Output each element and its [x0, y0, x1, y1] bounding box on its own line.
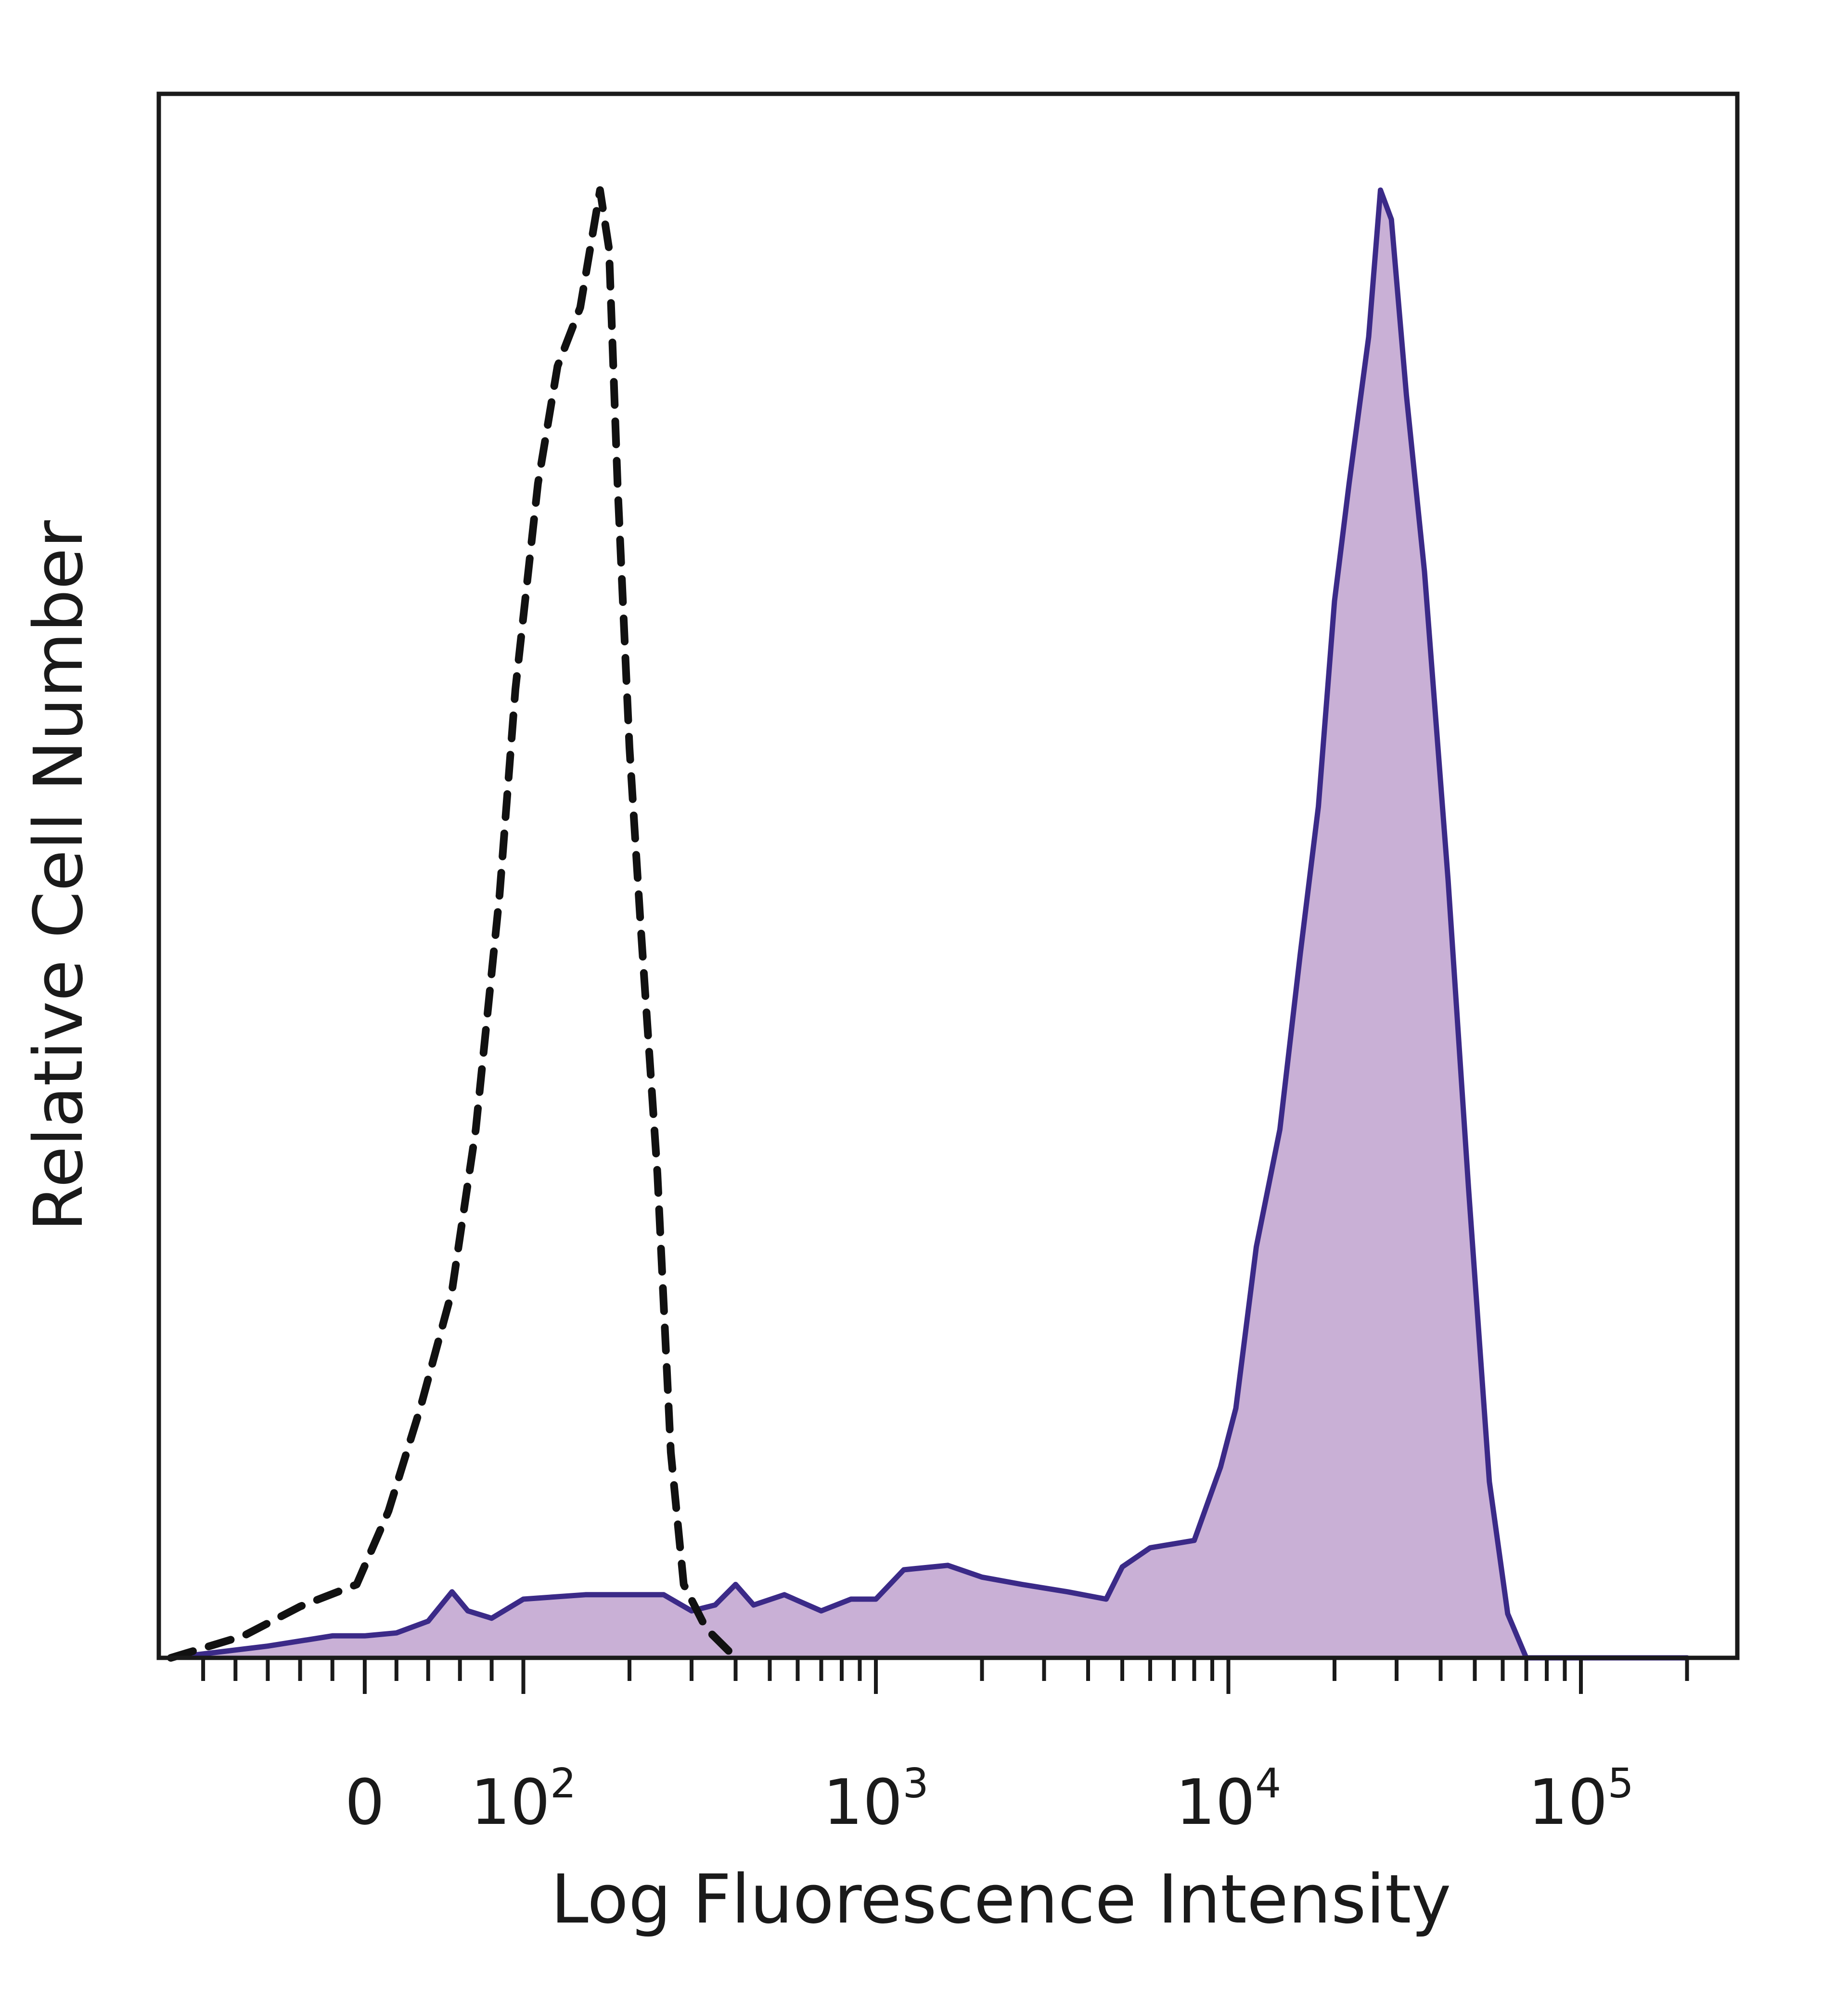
y-axis-title: Relative Cell Number [20, 520, 98, 1231]
x-minor-ticks [201, 1658, 1689, 1694]
x-tick-label: 104 [1176, 1760, 1282, 1839]
x-tick-labels: 0 102 103 104 105 [345, 1760, 1634, 1839]
plot-frame [156, 91, 1740, 1660]
x-tick-label: 103 [823, 1760, 929, 1839]
x-tick-label: 102 [471, 1760, 577, 1839]
x-tick-label: 0 [345, 1766, 385, 1839]
series-1-area [171, 190, 1687, 1658]
series-layer [167, 186, 1690, 1662]
series-0-line [167, 186, 740, 1662]
series-1-line [168, 187, 1690, 1661]
x-tick-label: 105 [1528, 1760, 1634, 1839]
x-axis-title: Log Fluorescence Intensity [551, 1860, 1451, 1939]
